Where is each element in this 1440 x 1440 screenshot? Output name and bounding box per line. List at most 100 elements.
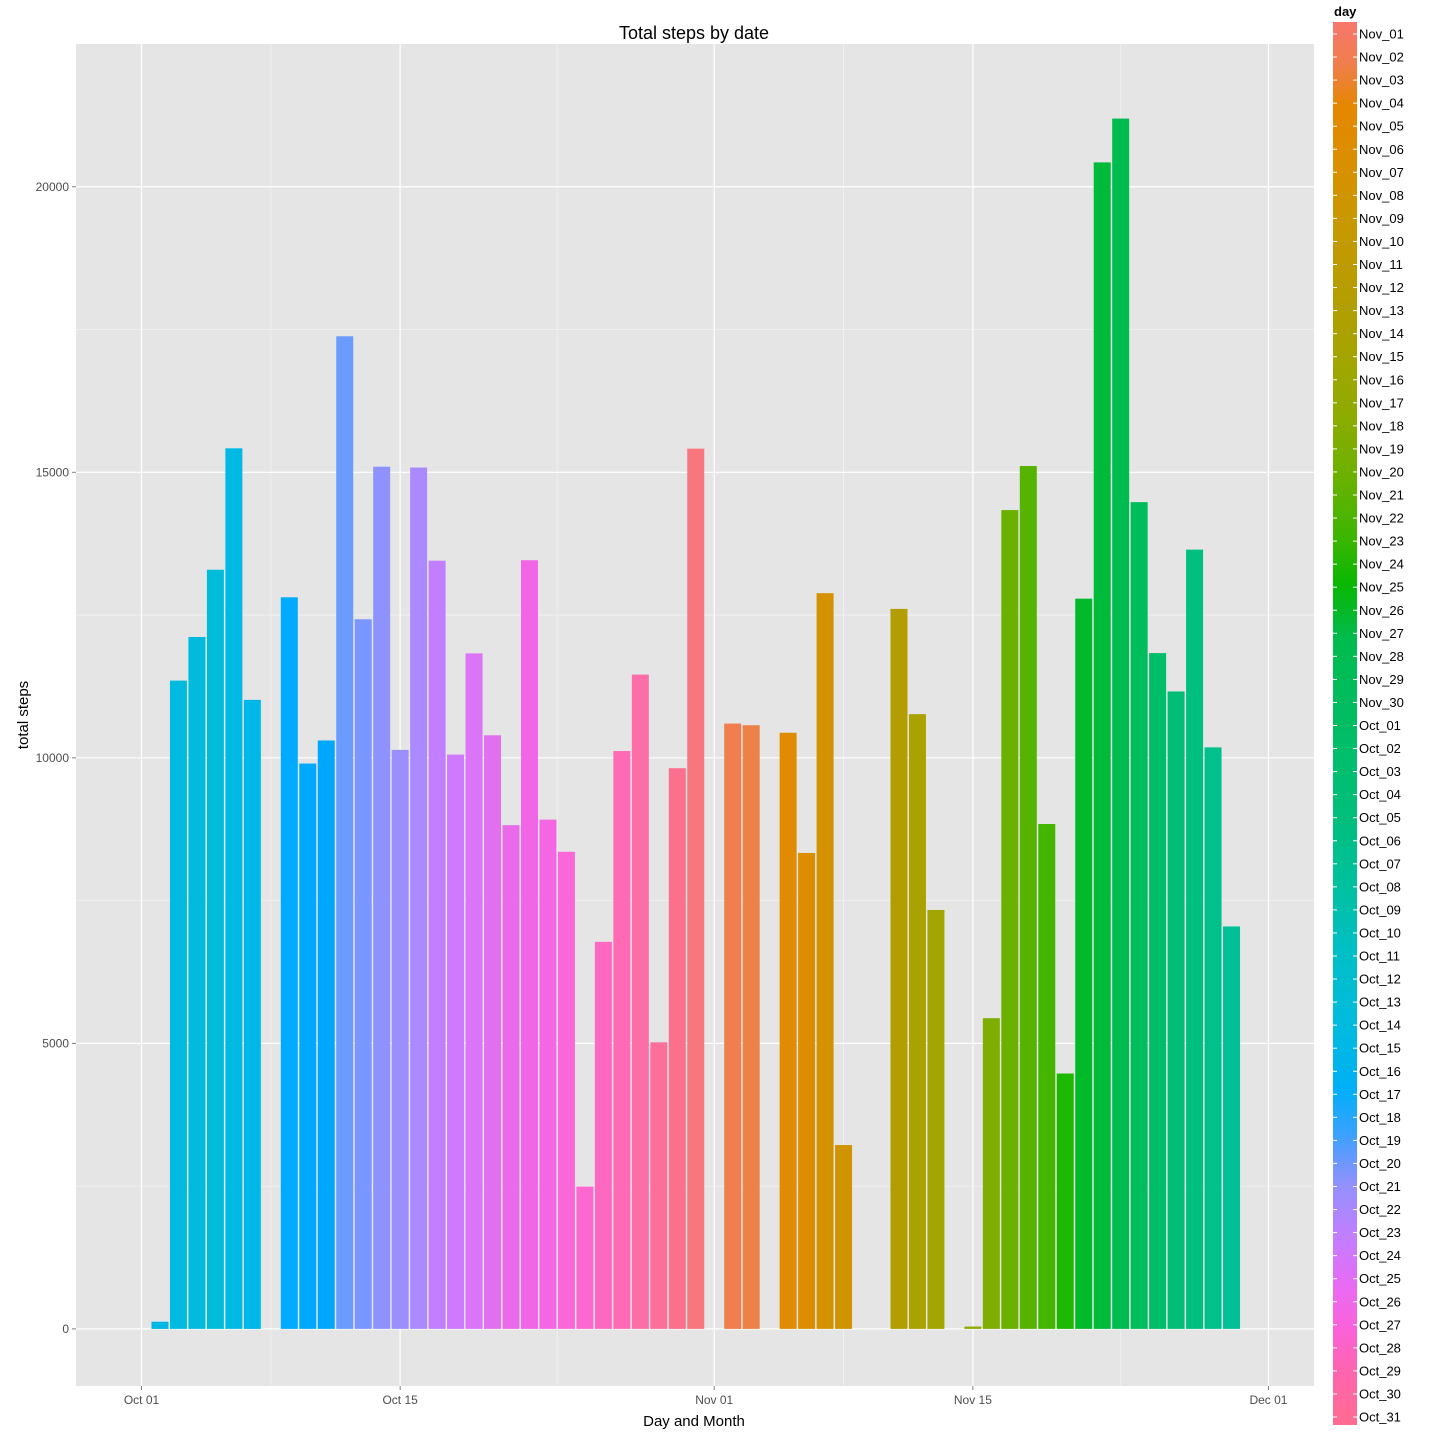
x-axis-title: Day and Month xyxy=(643,1413,745,1430)
bar-series xyxy=(151,118,1241,1329)
legend-label: Nov_04 xyxy=(1359,96,1404,111)
legend-label: Nov_11 xyxy=(1359,257,1403,272)
legend-label: Oct_15 xyxy=(1359,1041,1401,1056)
bar-nov-16 xyxy=(982,1018,1000,1329)
legend-label: Oct_03 xyxy=(1359,764,1401,779)
legend-label: Nov_16 xyxy=(1359,372,1404,387)
y-axis-title: total steps xyxy=(15,681,32,749)
legend-label: Nov_12 xyxy=(1359,280,1404,295)
bar-nov-06 xyxy=(798,852,816,1329)
bar-nov-03 xyxy=(742,725,760,1329)
legend-label: Oct_26 xyxy=(1359,1294,1401,1309)
legend-label: Oct_10 xyxy=(1359,925,1401,940)
bar-oct-05 xyxy=(206,569,224,1329)
legend-label: Oct_02 xyxy=(1359,741,1401,756)
bar-nov-15 xyxy=(964,1326,982,1329)
legend-label: Oct_07 xyxy=(1359,856,1401,871)
bar-oct-19 xyxy=(465,653,483,1329)
bar-oct-10 xyxy=(299,763,317,1329)
bar-nov-07 xyxy=(816,593,834,1329)
legend-label: Oct_06 xyxy=(1359,833,1401,848)
legend-label: Nov_19 xyxy=(1359,441,1404,456)
legend-label: Oct_20 xyxy=(1359,1156,1401,1171)
legend-label: Nov_28 xyxy=(1359,649,1404,664)
y-axis: 0 5000 10000 15000 20000 xyxy=(36,180,76,1336)
legend-label: Oct_23 xyxy=(1359,1225,1401,1240)
bar-oct-21 xyxy=(502,825,520,1329)
bar-oct-09 xyxy=(280,597,298,1329)
legend-label: Oct_27 xyxy=(1359,1317,1401,1332)
legend: day Nov_01 Nov_02 Nov_03 Nov_04 Nov_05 Nov_06… xyxy=(1333,4,1404,1425)
legend-label: Oct_28 xyxy=(1359,1340,1401,1355)
y-tick-label: 20000 xyxy=(36,180,70,194)
bar-oct-23 xyxy=(539,819,557,1329)
bar-oct-18 xyxy=(447,754,465,1329)
bar-nov-19 xyxy=(1038,824,1056,1329)
legend-label: Oct_19 xyxy=(1359,1133,1401,1148)
bar-oct-14 xyxy=(373,466,391,1329)
legend-label: Oct_09 xyxy=(1359,902,1401,917)
legend-label: Nov_22 xyxy=(1359,511,1404,526)
bar-oct-02 xyxy=(151,1321,169,1329)
bar-nov-11 xyxy=(890,608,908,1329)
bar-oct-07 xyxy=(243,699,261,1329)
bar-oct-17 xyxy=(428,560,446,1329)
y-tick-label: 15000 xyxy=(36,465,70,479)
bar-nov-13 xyxy=(927,909,945,1329)
bar-oct-27 xyxy=(613,751,631,1329)
bar-nov-18 xyxy=(1019,466,1037,1329)
legend-label: Oct_24 xyxy=(1359,1248,1401,1263)
legend-label: Nov_20 xyxy=(1359,464,1404,479)
bar-oct-04 xyxy=(188,636,206,1329)
bar-nov-02 xyxy=(724,723,742,1329)
legend-label: Nov_17 xyxy=(1359,395,1404,410)
legend-label: Oct_11 xyxy=(1359,949,1400,964)
legend-label: Nov_27 xyxy=(1359,626,1404,641)
legend-label: Nov_01 xyxy=(1359,27,1404,42)
bar-oct-06 xyxy=(225,448,243,1329)
bar-oct-28 xyxy=(631,674,649,1329)
bar-nov-27 xyxy=(1186,549,1204,1329)
bar-nov-26 xyxy=(1167,691,1185,1329)
bar-nov-24 xyxy=(1130,502,1148,1329)
y-tick-label: 10000 xyxy=(36,751,70,765)
legend-label: Oct_30 xyxy=(1359,1386,1401,1401)
x-tick-label: Oct 15 xyxy=(382,1393,418,1407)
legend-label: Oct_21 xyxy=(1359,1179,1401,1194)
legend-label: Nov_29 xyxy=(1359,672,1404,687)
bar-oct-20 xyxy=(484,735,502,1329)
bar-nov-21 xyxy=(1075,598,1093,1329)
x-tick-label: Dec 01 xyxy=(1249,1393,1287,1407)
legend-label: Oct_01 xyxy=(1359,718,1401,733)
legend-label: Oct_14 xyxy=(1359,1018,1401,1033)
legend-label: Oct_25 xyxy=(1359,1271,1401,1286)
y-tick-label: 5000 xyxy=(42,1036,69,1050)
bar-nov-28 xyxy=(1204,747,1222,1329)
legend-label: Oct_18 xyxy=(1359,1110,1401,1125)
bar-oct-13 xyxy=(354,619,372,1329)
bar-oct-03 xyxy=(169,680,187,1329)
legend-label: Nov_06 xyxy=(1359,142,1404,157)
legend-label: Nov_26 xyxy=(1359,603,1404,618)
bar-nov-22 xyxy=(1093,162,1111,1329)
bar-oct-16 xyxy=(410,467,428,1329)
bar-nov-23 xyxy=(1112,118,1130,1329)
legend-label: Oct_29 xyxy=(1359,1363,1401,1378)
legend-label: Nov_23 xyxy=(1359,534,1404,549)
legend-label: Nov_05 xyxy=(1359,119,1404,134)
x-axis: Oct 01 Oct 15 Nov 01 Nov 15 Dec 01 xyxy=(124,1386,1288,1407)
legend-label: Nov_14 xyxy=(1359,326,1404,341)
chart-title: Total steps by date xyxy=(619,23,769,43)
legend-label: Oct_31 xyxy=(1359,1410,1401,1425)
bar-nov-25 xyxy=(1149,653,1167,1329)
legend-label: Nov_21 xyxy=(1359,488,1404,503)
bar-oct-31 xyxy=(687,448,705,1329)
bar-nov-20 xyxy=(1056,1073,1074,1329)
bar-oct-12 xyxy=(336,336,354,1329)
y-tick-label: 0 xyxy=(62,1322,69,1336)
legend-label: Oct_12 xyxy=(1359,972,1401,987)
x-tick-label: Oct 01 xyxy=(124,1393,160,1407)
legend-label: Nov_30 xyxy=(1359,695,1404,710)
bar-nov-05 xyxy=(779,732,797,1329)
